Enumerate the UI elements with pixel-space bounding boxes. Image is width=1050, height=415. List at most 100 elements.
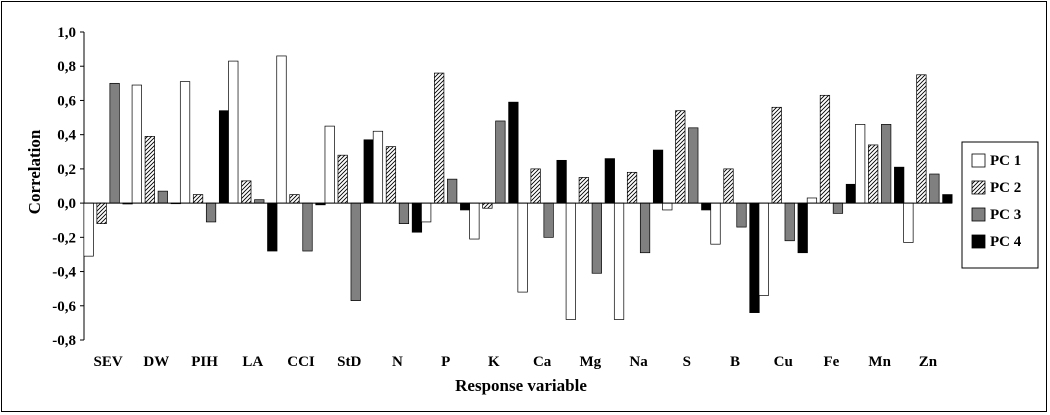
- bar-mg-pc3: [591, 202, 602, 274]
- x-tick-label: B: [730, 354, 740, 370]
- x-tick-label: S: [683, 354, 691, 370]
- bar-n-pc2: [385, 146, 397, 204]
- x-tick-label: Fe: [824, 354, 840, 370]
- x-tick-label: Cu: [774, 354, 793, 370]
- bar-ca-pc1: [517, 202, 528, 293]
- bar-s-pc3: [688, 127, 699, 204]
- bar-pih-pc1: [179, 81, 191, 204]
- x-tick-label: CCI: [287, 354, 315, 370]
- bar-b-pc1: [710, 202, 721, 245]
- bar-ca-pc3: [543, 202, 554, 238]
- bar-p-pc2: [434, 72, 445, 204]
- bar-dw-pc1: [131, 84, 142, 204]
- bar-ca-pc2: [530, 168, 541, 204]
- y-axis-title: Correlation: [25, 129, 44, 214]
- bar-la-pc1: [228, 60, 239, 204]
- bar-cci-pc3: [302, 202, 313, 252]
- bar-std-pc3: [350, 202, 361, 301]
- bar-k-pc3: [495, 120, 506, 204]
- bar-cu-pc1: [758, 202, 769, 296]
- bar-mn-pc2: [868, 144, 879, 204]
- y-tick-label: -0,4: [52, 265, 76, 281]
- x-tick-label: Zn: [919, 354, 938, 370]
- bar-mg-pc2: [578, 177, 589, 204]
- bar-pih-pc4: [218, 110, 230, 204]
- bar-pih-pc3: [205, 202, 217, 223]
- bar-cci-pc1: [276, 55, 287, 204]
- bar-std-pc1: [324, 125, 335, 204]
- y-tick-label: -0,6: [52, 299, 76, 315]
- legend-swatch-pc2: [971, 180, 986, 195]
- bar-na-pc1: [613, 202, 625, 320]
- bar-sev-pc2: [96, 202, 107, 224]
- bar-n-pc3: [398, 202, 410, 224]
- x-tick-label: Mn: [868, 354, 891, 370]
- bar-cu-pc2: [771, 106, 782, 204]
- y-tick-label: -0,2: [52, 230, 76, 246]
- bar-ca-pc4: [556, 159, 567, 204]
- bar-std-pc4: [363, 139, 374, 204]
- bar-cci-pc2: [289, 194, 300, 204]
- x-tick-label: P: [441, 354, 450, 370]
- bar-s-pc4: [701, 202, 712, 211]
- y-tick-label: 0,6: [57, 93, 76, 109]
- x-tick-label: Mg: [579, 354, 601, 370]
- bar-la-pc4: [267, 202, 278, 252]
- bar-dw-pc2: [144, 136, 155, 204]
- bar-sev-pc3: [109, 82, 120, 204]
- plot-area: -0,8 -0,6 -0,4 -0,2 0,0 0,2 0,4 0,6 0,8 1,0 SEV DW P…: [52, 25, 953, 370]
- bar-std-pc2: [337, 154, 348, 204]
- x-tick-label: N: [392, 354, 403, 370]
- x-tick-label: LA: [242, 354, 263, 370]
- y-tick-label: 0,0: [57, 196, 76, 212]
- x-tick-label: K: [488, 354, 500, 370]
- bar-na-pc2: [626, 171, 638, 204]
- bar-b-pc4: [749, 202, 760, 313]
- bar-k-pc2: [482, 202, 493, 209]
- bar-sev-pc1: [83, 202, 94, 257]
- bar-k-pc1: [469, 202, 480, 240]
- bar-b-pc3: [736, 202, 747, 228]
- bar-pih-pc2: [192, 194, 204, 204]
- bar-cu-pc4: [797, 202, 808, 254]
- bar-p-pc3: [447, 178, 458, 204]
- bar-fe-pc2: [819, 94, 831, 204]
- x-tick-label: SEV: [94, 354, 123, 370]
- legend-label: PC 4: [990, 234, 1022, 250]
- legend-label: PC 3: [990, 207, 1021, 223]
- bar-n-pc4: [411, 202, 423, 233]
- bar-n-pc1: [372, 130, 384, 204]
- bar-fe-pc4: [845, 183, 857, 204]
- y-tick-label: 0,2: [57, 162, 76, 178]
- legend-swatch-pc3: [971, 207, 986, 222]
- legend-label: PC 1: [990, 153, 1021, 169]
- bar-zn-pc4: [942, 194, 953, 204]
- bar-p-pc1: [421, 202, 432, 223]
- bar-mg-pc4: [604, 158, 615, 204]
- bar-cu-pc3: [784, 202, 795, 242]
- x-tick-label: Ca: [533, 354, 552, 370]
- y-tick-label: 0,4: [57, 128, 76, 144]
- bar-s-pc2: [675, 110, 686, 204]
- bar-s-pc1: [662, 202, 673, 211]
- x-tick-label: DW: [143, 354, 169, 370]
- bar-zn-pc2: [916, 74, 927, 204]
- legend-swatch-pc4: [971, 234, 986, 249]
- bar-b-pc2: [723, 168, 734, 204]
- legend-swatch-pc1: [971, 153, 986, 168]
- x-tick-label: Na: [629, 354, 648, 370]
- bar-p-pc4: [460, 202, 471, 211]
- bar-dw-pc3: [157, 190, 168, 204]
- bar-fe-pc1: [806, 197, 818, 204]
- bar-mn-pc4: [894, 166, 905, 204]
- bar-la-pc2: [241, 180, 252, 204]
- legend-label: PC 2: [990, 180, 1021, 196]
- bar-la-pc3: [254, 199, 265, 204]
- bar-zn-pc1: [903, 202, 914, 243]
- y-tick-label: -0,8: [52, 333, 76, 349]
- y-tick-label: 0,8: [57, 59, 76, 75]
- bar-na-pc4: [652, 149, 664, 204]
- bar-zn-pc3: [929, 173, 940, 204]
